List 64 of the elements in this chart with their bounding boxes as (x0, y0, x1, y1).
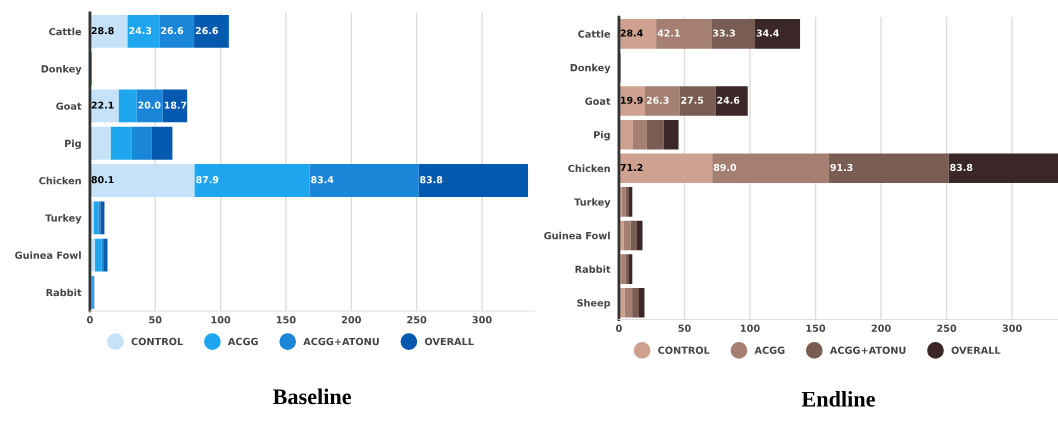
data-label: 22.1 (91, 101, 114, 109)
text: Endline (801, 391, 875, 407)
x-tick-label: 200 (341, 316, 361, 324)
data-label: 42.1 (657, 29, 680, 37)
legend-label: ACGG+ATONU (829, 346, 906, 354)
legend-label: ACGG (227, 337, 258, 346)
y-tick-label: Rabbit (46, 288, 82, 297)
data-label: 34.4 (756, 29, 779, 37)
x-tick-label: 250 (937, 324, 957, 332)
data-label: 83.8 (950, 163, 973, 172)
data-label: 26.3 (646, 96, 669, 104)
data-label: 28.4 (620, 29, 643, 37)
x-tick-label: 150 (806, 324, 826, 332)
data-label: 18.7 (164, 101, 187, 109)
y-tick-label: Turkey (574, 198, 611, 208)
data-label: 89.0 (713, 163, 737, 172)
legend-label: OVERALL (424, 337, 474, 346)
data-label: 28.8 (91, 27, 114, 35)
data-label: 24.6 (717, 96, 740, 104)
data-label: 87.9 (196, 176, 219, 184)
y-tick-label: Guinea Fowl (544, 231, 610, 240)
y-tick-label: Donkey (41, 65, 82, 75)
y-tick-label: Goat (585, 97, 611, 105)
x-tick-label: 250 (407, 316, 427, 324)
x-tick-label: 300 (1002, 324, 1022, 332)
legend-label: CONTROL (658, 346, 710, 354)
legend-label: CONTROL (131, 337, 183, 346)
data-label: 20.0 (138, 101, 161, 109)
y-tick-label: Turkey (45, 214, 82, 224)
y-tick-label: Sheep (577, 299, 611, 309)
x-tick-label: 50 (678, 324, 691, 332)
x-tick-label: 0 (616, 324, 622, 332)
y-tick-label: Cattle (578, 30, 611, 38)
legend-label: ACGG (754, 346, 785, 354)
y-tick-label: Chicken (568, 164, 610, 173)
data-label: 80.1 (91, 176, 114, 184)
y-tick-label: Donkey (570, 63, 611, 74)
x-tick-label: 150 (276, 316, 296, 324)
legend-label: OVERALL (951, 346, 1001, 354)
data-label: 83.4 (311, 176, 334, 184)
y-tick-label: Goat (56, 102, 82, 110)
data-label: 24.3 (129, 27, 152, 35)
x-tick-label: 0 (87, 316, 93, 324)
data-label: 91.3 (830, 163, 853, 172)
data-label: 26.6 (195, 27, 218, 35)
x-tick-label: 100 (740, 324, 760, 332)
legend-label: ACGG+ATONU (303, 337, 379, 346)
data-label: 19.9 (621, 96, 643, 104)
y-tick-label: Guinea Fowl (15, 251, 81, 259)
y-tick-label: Pig (65, 139, 81, 150)
x-tick-label: 50 (149, 316, 162, 324)
data-label: 83.8 (420, 176, 443, 184)
x-tick-label: 300 (472, 316, 492, 324)
x-tick-label: 100 (211, 316, 231, 324)
data-label: 33.3 (713, 29, 735, 37)
data-label: 26.6 (161, 27, 184, 35)
data-label: 27.5 (681, 96, 704, 104)
text: Baseline (272, 388, 352, 405)
y-tick-label: Cattle (49, 27, 82, 36)
y-tick-label: Pig (594, 130, 610, 141)
data-label: 71.2 (620, 163, 643, 171)
y-tick-label: Rabbit (575, 265, 611, 273)
y-tick-label: Chicken (39, 176, 81, 185)
x-tick-label: 200 (871, 324, 891, 332)
